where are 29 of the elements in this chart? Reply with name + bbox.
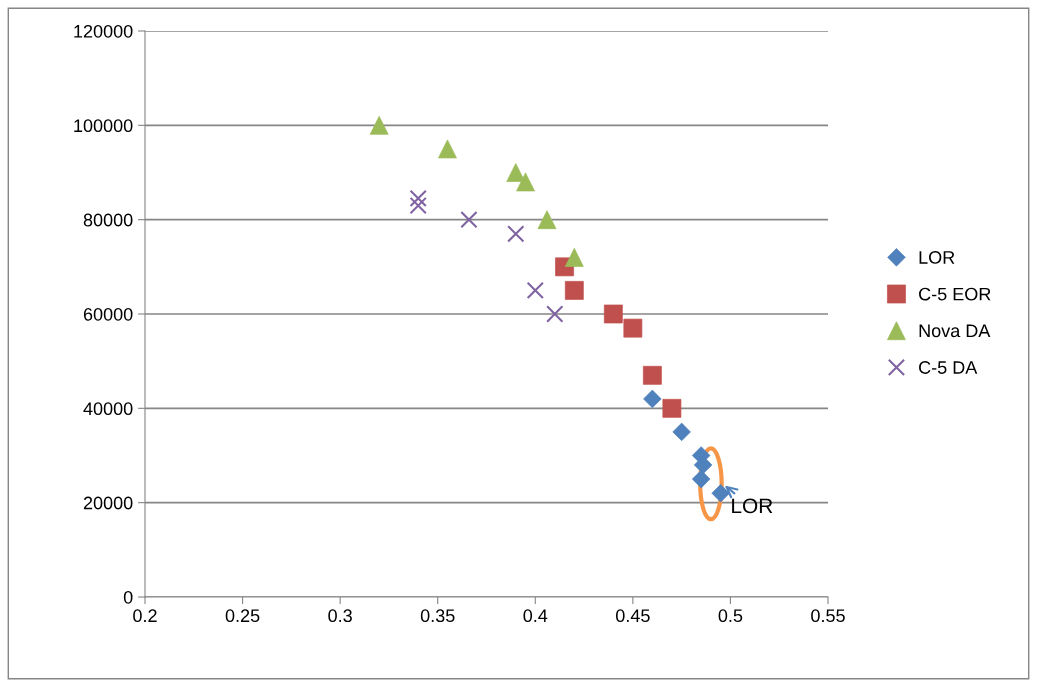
x-tick-label: 0.2 — [133, 609, 157, 623]
legend-label: C-5 EOR — [919, 287, 991, 301]
x-tick-label: 0.5 — [718, 609, 743, 623]
point — [526, 281, 544, 300]
point — [507, 225, 525, 243]
x-tick-label: 0.55 — [811, 609, 845, 623]
y-tick-label: 80000 — [83, 213, 133, 227]
point — [662, 398, 682, 418]
x-tick-label: 0.45 — [615, 609, 650, 623]
x-tick-label: 0.3 — [328, 609, 352, 623]
point — [460, 210, 478, 229]
point — [672, 422, 691, 442]
y-tick-label: 100000 — [74, 119, 133, 133]
legend-label: LOR — [919, 251, 955, 264]
x-tick-label: 0.4 — [523, 609, 548, 623]
legend-label: C-5 DA — [919, 361, 978, 374]
annotation: LOR — [732, 498, 773, 514]
y-tick-label: 0 — [123, 590, 133, 604]
x-tick-label: 0.35 — [420, 609, 455, 623]
point — [409, 189, 427, 208]
point — [546, 305, 564, 323]
x-tick-label: 0.25 — [225, 609, 260, 623]
point — [642, 365, 662, 385]
y-tick-label: 40000 — [83, 402, 133, 416]
y-tick-label: 60000 — [83, 307, 133, 321]
point — [409, 196, 427, 215]
y-tick-label: 120000 — [74, 24, 133, 38]
legend-label: Nova DA — [919, 324, 991, 338]
y-tick-label: 20000 — [83, 496, 133, 510]
